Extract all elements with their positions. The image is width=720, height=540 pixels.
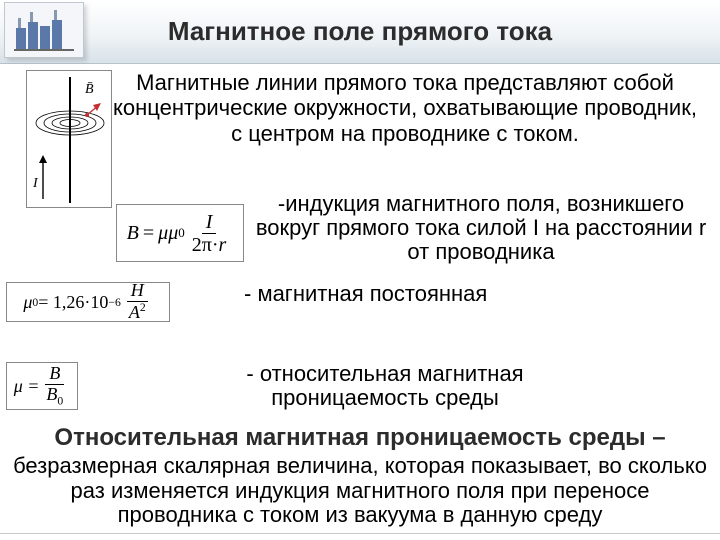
content-area: Магнитные линии прямого тока представляю… [0,64,720,146]
label-B: B̄ [85,82,94,97]
formula-B-fraction: I 2π·r [188,211,231,256]
mu-frac: B B0 [42,364,67,408]
mu0-sym: μ [23,292,32,313]
footer-rule [0,533,720,534]
formula-mu: μ = B B0 [6,362,78,410]
mu-lhs: μ = [14,376,40,397]
factory-icon [14,8,74,52]
logo-box [4,2,84,58]
formula-B: B = μμ0 I 2π·r [116,204,244,262]
mu0-unit-num: H [127,281,148,302]
label-I: I [32,176,39,191]
desc-mu0: - магнитная постоянная [244,282,487,306]
desc-B: -индукция магнитного поля, возникшего во… [252,192,710,265]
page-title: Магнитное поле прямого тока [0,16,720,47]
header-bar: Магнитное поле прямого тока [0,0,720,64]
sub-zero: 0 [178,225,185,241]
formula-B-lhs: B [127,222,139,245]
formula-B-num: I [202,211,217,234]
mu0-unit: H A2 [125,281,150,323]
definition-text: безразмерная скалярная величина, которая… [10,454,710,528]
desc-mu: - относительная магнитная проницаемость … [190,362,580,410]
mu-num: B [45,364,64,385]
mu0-val: = 1,26·10 [38,292,108,313]
formula-B-prefactor: μμ [158,222,178,245]
mu0-unit-den: A2 [125,302,150,323]
intro-text: Магнитные линии прямого тока представляю… [110,70,700,146]
wire-field-diagram: I B̄ [26,70,112,208]
section-heading: Относительная магнитная проницаемость ср… [0,424,720,452]
eq-sign: = [143,222,154,245]
formula-mu0: μ0 = 1,26·10−6 H A2 [6,282,170,322]
formula-B-den: 2π·r [188,234,231,256]
mu0-exp: −6 [108,296,120,309]
mu-den: B0 [42,385,67,408]
